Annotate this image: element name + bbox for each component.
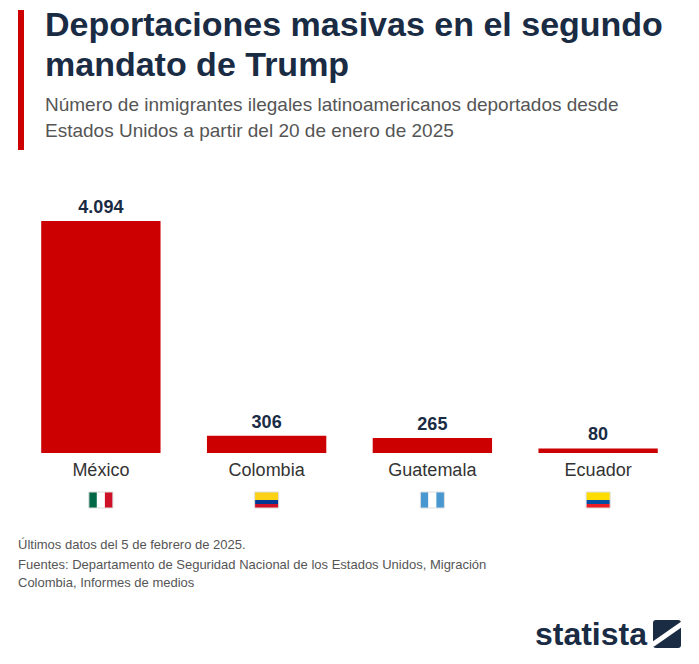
- svg-text:306: 306: [252, 412, 282, 432]
- svg-text:México: México: [72, 460, 129, 480]
- html-text:Últimos datos del 5 de febrero: Últimos datos del 5 de febrero de 2025.: [18, 537, 246, 552]
- svg-text:Guatemala: Guatemala: [388, 460, 477, 480]
- html-text:Fuentes: Departamento de Segur: Fuentes: Departamento de Seguridad Nacio…: [18, 557, 487, 590]
- svg-text:Ecuador: Ecuador: [565, 460, 632, 480]
- svg-text:80: 80: [588, 424, 608, 444]
- html-text:Deportaciones masivas en el se: Deportaciones masivas en el segundo mand…: [45, 5, 663, 83]
- svg-text:Colombia: Colombia: [229, 460, 306, 480]
- html-text:statista: statista: [535, 616, 647, 652]
- svg-text:4.094: 4.094: [78, 197, 123, 217]
- svg-text:265: 265: [417, 414, 447, 434]
- html-text:Número de inmigrantes ilegales: Número de inmigrantes ilegales latinoame…: [45, 94, 619, 141]
